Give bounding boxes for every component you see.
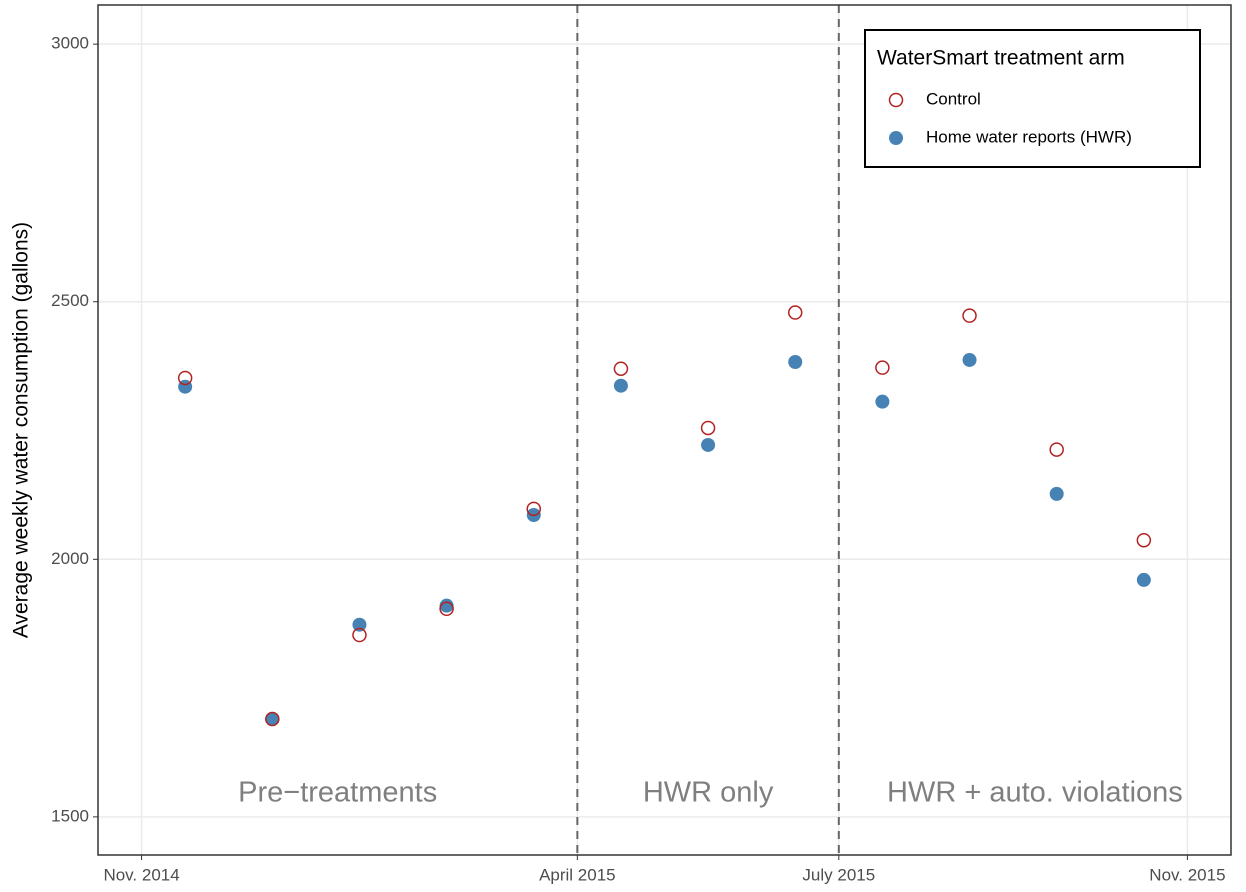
x-tick-label: July 2015 <box>802 865 875 884</box>
point <box>962 308 977 323</box>
legend-label: Home water reports (HWR) <box>926 127 1132 146</box>
legend-marker <box>889 131 903 145</box>
point <box>352 617 367 632</box>
legend-title: WaterSmart treatment arm <box>877 47 1125 70</box>
y-tick-label: 3000 <box>51 34 89 53</box>
point <box>265 711 280 727</box>
point <box>875 394 890 409</box>
point <box>1136 572 1151 587</box>
point <box>1136 532 1152 548</box>
point <box>701 437 716 452</box>
legend-label: Control <box>926 89 981 108</box>
point <box>700 420 716 436</box>
point <box>439 601 454 617</box>
y-axis-label: Average weekly water consumption (gallon… <box>10 222 33 638</box>
x-tick-label: April 2015 <box>539 865 616 884</box>
legend-marker <box>888 92 904 108</box>
point <box>787 305 803 320</box>
y-tick-label: 1500 <box>51 806 89 825</box>
panel-border <box>97 4 1232 856</box>
point <box>265 712 280 726</box>
point <box>439 598 454 613</box>
point <box>788 355 803 369</box>
period-label: HWR + auto. violations <box>887 777 1183 809</box>
legend-box <box>864 29 1201 168</box>
point <box>875 360 890 375</box>
period-label: HWR only <box>643 777 774 809</box>
period-label: Pre−treatments <box>238 777 437 809</box>
y-tick-label: 2500 <box>51 291 89 310</box>
point <box>352 627 367 643</box>
point <box>613 361 629 376</box>
point <box>1049 442 1064 457</box>
x-tick-label: Nov. 2014 <box>103 865 179 884</box>
y-tick-label: 2000 <box>51 549 89 568</box>
point <box>1049 486 1064 501</box>
point <box>526 501 542 517</box>
point <box>613 378 628 393</box>
x-tick-label: Nov. 2015 <box>1149 865 1225 884</box>
point <box>177 370 193 386</box>
point <box>962 352 977 367</box>
